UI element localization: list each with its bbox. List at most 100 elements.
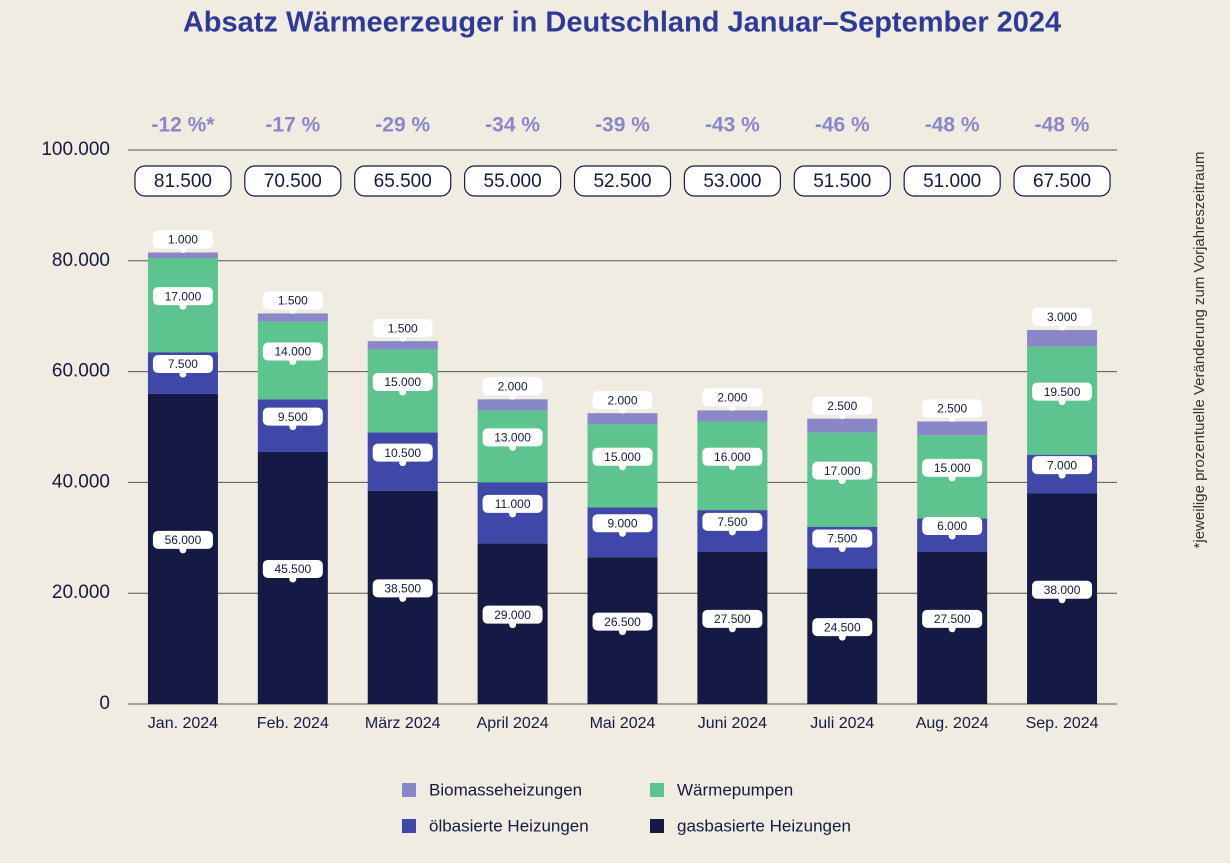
total-label: 51.000 [923,171,981,192]
total-label: 70.500 [264,171,322,192]
total-box [134,165,232,197]
y-tick-label: 0 [99,693,110,714]
legend-label: gasbasierte Heizungen [677,816,851,835]
value-label: 10.500 [384,446,421,460]
legend-swatch [650,783,664,797]
change-label: -48 % [1035,114,1090,137]
label-pointer [289,358,297,366]
value-label: 9.000 [607,516,637,530]
value-label: 2.500 [937,402,967,416]
x-tick-label: Juni 2024 [698,715,767,732]
change-label: -46 % [815,114,870,137]
value-label: 38.500 [384,582,421,596]
total-label: 55.000 [484,171,542,192]
label-pointer [509,392,517,400]
value-label: 13.000 [494,431,531,445]
x-tick-label: Juli 2024 [810,715,874,732]
label-pointer [399,334,407,342]
value-label: 9.500 [278,410,308,424]
footnote: *jeweilige prozentuelle Veränderung zum … [1191,152,1208,549]
value-label: 11.000 [495,497,531,511]
value-label-bg [812,396,873,415]
label-pointer [948,414,956,422]
value-label-bg [922,609,983,628]
value-label-bg [372,319,433,338]
label-pointer [179,546,187,554]
value-label: 1.000 [168,233,198,247]
label-pointer [619,529,626,537]
value-label: 2.000 [717,391,747,405]
bar-segment [147,252,218,259]
label-pointer [289,423,297,431]
value-label: 14.000 [274,345,311,359]
bar-segment [587,413,658,425]
value-label: 3.000 [1047,310,1077,324]
value-label: 2.500 [827,399,857,413]
bar-segment [257,313,328,322]
x-tick-label: März 2024 [365,715,441,732]
value-label: 7.500 [827,532,857,546]
value-label: 38.000 [1044,583,1081,597]
change-label: -34 % [485,114,540,137]
value-label: 17.000 [165,289,202,303]
value-label-bg [702,447,763,466]
legend-label: ölbasierte Heizungen [429,816,589,835]
value-label-bg [812,461,873,480]
total-box [464,165,562,197]
label-pointer [1058,471,1066,479]
legend-swatch [402,819,416,833]
legend-swatch [402,783,416,797]
label-pointer [1058,596,1066,604]
value-label-bg [592,514,653,533]
label-pointer [1058,323,1066,331]
total-box [354,165,452,197]
value-label-bg [592,447,653,466]
bar-segment [477,399,548,411]
value-label-bg [1032,382,1093,401]
change-label: -29 % [375,114,430,137]
x-tick-label: Sep. 2024 [1026,715,1099,732]
x-tick-label: Feb. 2024 [257,715,329,732]
value-label-bg [702,609,763,628]
label-pointer [399,459,407,467]
change-label: -12 %* [151,114,215,137]
value-label-bg [1032,308,1093,327]
legend-swatch [650,819,664,833]
value-label: 7.500 [168,357,198,371]
x-tick-label: Mai 2024 [590,715,656,732]
label-pointer [509,621,517,629]
total-label: 53.000 [703,171,761,192]
label-pointer [728,528,736,536]
value-label: 15.000 [604,450,641,464]
y-tick-label: 40.000 [52,471,110,492]
chart-title: Absatz Wärmeerzeuger in Deutschland Janu… [183,7,1061,39]
bar-segment [807,418,878,433]
value-label-bg [482,377,543,396]
label-pointer [179,302,187,310]
x-tick-label: April 2024 [477,715,549,732]
change-label: -17 % [265,114,320,137]
value-label-bg [812,618,873,637]
legend-label: Biomasseheizungen [429,780,582,799]
y-tick-label: 60.000 [52,361,110,382]
value-label-bg [262,407,323,426]
label-pointer [838,544,846,552]
value-label-bg [812,529,873,548]
label-pointer [1058,398,1066,406]
value-label-bg [702,388,763,407]
value-label: 45.500 [274,562,311,576]
label-pointer [509,510,517,518]
label-pointer [399,388,407,396]
value-label: 17.000 [824,464,861,478]
change-label: -48 % [925,114,980,137]
label-pointer [619,406,626,414]
total-label: 67.500 [1033,171,1091,192]
value-label-bg [592,612,653,631]
label-pointer [289,306,297,314]
label-pointer [838,633,846,641]
total-label: 65.500 [374,171,432,192]
label-pointer [948,474,956,482]
label-pointer [948,532,956,540]
